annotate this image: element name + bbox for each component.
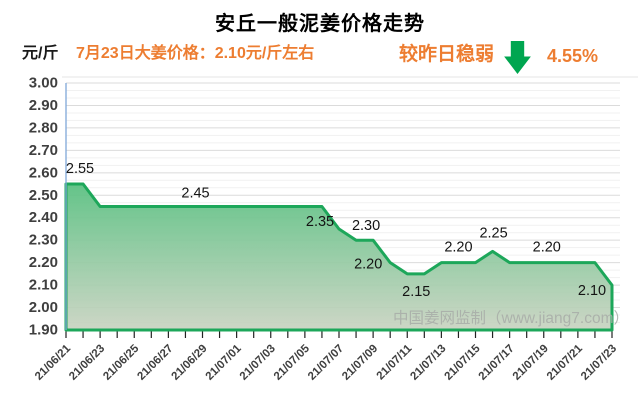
x-tick-label: 21/06/25 <box>101 342 142 383</box>
data-label: 2.45 <box>181 186 209 202</box>
down-arrow-icon <box>504 41 531 74</box>
y-tick-label: 2.10 <box>29 277 58 294</box>
x-tick-label: 21/06/21 <box>33 342 74 383</box>
data-label: 2.20 <box>533 240 561 256</box>
y-tick-label: 2.60 <box>29 164 58 181</box>
x-tick-label: 21/07/03 <box>238 343 278 383</box>
x-tick-label: 21/07/15 <box>442 342 483 383</box>
data-label: 2.35 <box>306 214 334 230</box>
y-tick-label: 1.90 <box>29 322 58 339</box>
data-label: 2.25 <box>479 225 507 241</box>
x-tick-label: 21/07/07 <box>306 343 346 383</box>
x-tick-label: 21/07/21 <box>545 342 586 383</box>
watermark: 中国姜网监制（www.jiang7.com） <box>393 309 629 327</box>
x-tick-label: 21/07/05 <box>272 342 313 383</box>
y-tick-label: 2.50 <box>29 187 58 204</box>
y-tick-label: 2.90 <box>29 97 58 114</box>
area-series <box>64 182 614 332</box>
x-tick-label: 21/07/09 <box>340 343 380 383</box>
y-axis-unit-label: 元/斤 <box>22 45 59 62</box>
y-tick-label: 2.70 <box>29 142 58 159</box>
x-tick-label: 21/06/27 <box>135 343 175 383</box>
trend-label: 较昨日稳弱 <box>399 44 495 65</box>
x-tick-label: 21/07/17 <box>477 343 517 383</box>
y-tick-label: 3.00 <box>29 75 58 92</box>
y-tick-label: 2.00 <box>29 299 58 316</box>
y-tick-label: 2.30 <box>29 232 58 249</box>
data-label: 2.30 <box>352 218 380 234</box>
price-note: 7月23日大姜价格：2.10元/斤左右 <box>76 45 315 62</box>
x-tick-label: 21/06/23 <box>67 343 107 383</box>
trend-percent: 4.55% <box>547 46 599 66</box>
x-tick-label: 21/07/13 <box>408 343 448 383</box>
page-title: 安丘一般泥姜价格走势 <box>215 13 425 35</box>
data-label: 2.10 <box>578 283 606 299</box>
y-tick-label: 2.40 <box>29 209 58 226</box>
y-tick-label: 2.80 <box>29 119 58 136</box>
data-label: 2.20 <box>444 240 472 256</box>
data-label: 2.55 <box>66 161 94 177</box>
x-tick-label: 21/07/19 <box>511 343 551 383</box>
x-tick-label: 21/07/11 <box>375 342 415 382</box>
x-tick-label: 21/06/29 <box>169 343 209 383</box>
x-tick-label: 21/07/01 <box>204 342 245 383</box>
data-label: 2.15 <box>402 284 430 300</box>
data-label: 2.20 <box>354 257 382 273</box>
y-tick-label: 2.20 <box>29 254 58 271</box>
x-tick-label: 21/07/23 <box>579 343 619 383</box>
